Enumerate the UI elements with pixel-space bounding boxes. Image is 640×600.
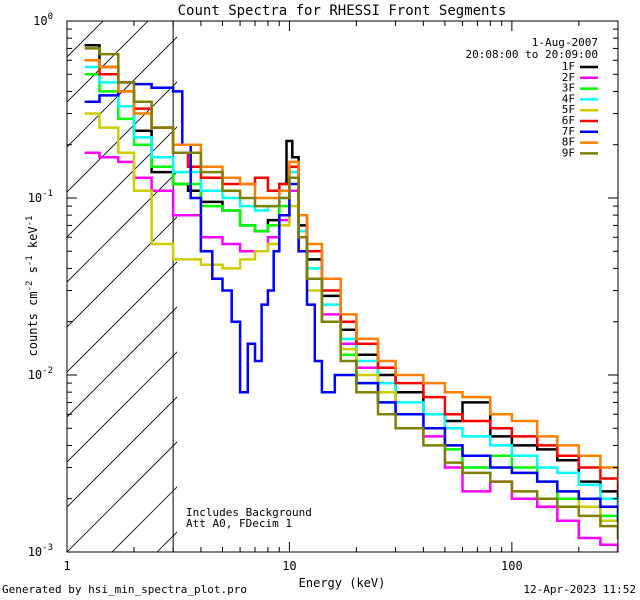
legend-time-range: 20:08:00 to 20:09:00 bbox=[466, 48, 598, 61]
legend-label-4f: 4F bbox=[562, 92, 575, 105]
y-tick-label: 10-3 bbox=[28, 543, 53, 559]
legend-label-2f: 2F bbox=[562, 71, 575, 84]
series-7f bbox=[84, 81, 618, 523]
annotation-background: Includes Background bbox=[186, 506, 312, 519]
x-axis-label: Energy (keV) bbox=[299, 576, 386, 590]
series-8f bbox=[84, 59, 618, 483]
plot-frame bbox=[66, 20, 619, 553]
chart-title: Count Spectra for RHESSI Front Segments bbox=[178, 3, 507, 19]
annotation-attenuator: Att A0, FDecim 1 bbox=[186, 517, 292, 530]
legend-label-1f: 1F bbox=[562, 60, 575, 73]
x-tick-label: 100 bbox=[501, 559, 523, 573]
x-tick-label: 10 bbox=[282, 559, 296, 573]
legend-label-5f: 5F bbox=[562, 103, 575, 116]
legend-label-8f: 8F bbox=[562, 136, 575, 149]
series-3f bbox=[84, 73, 618, 528]
footer-generator: Generated by hsi_min_spectra_plot.pro bbox=[2, 583, 248, 596]
series-2f bbox=[84, 151, 618, 552]
series-5f bbox=[84, 112, 618, 540]
legend-label-7f: 7F bbox=[562, 125, 575, 138]
legend-date: 1-Aug-2007 bbox=[532, 36, 598, 49]
series-9f bbox=[84, 47, 618, 540]
legend-label-6f: 6F bbox=[562, 114, 575, 127]
series-4f bbox=[84, 65, 618, 509]
legend: 1-Aug-2007 20:08:00 to 20:09:00 1F2F3F4F… bbox=[466, 36, 598, 159]
y-tick-label: 10-2 bbox=[28, 366, 53, 382]
y-axis-label: counts cm-2 s-1 keV-1 bbox=[25, 216, 40, 357]
series-6f bbox=[84, 59, 618, 493]
y-tick-label: 10-1 bbox=[28, 189, 53, 205]
x-tick-label: 1 bbox=[63, 559, 70, 573]
legend-label-3f: 3F bbox=[562, 82, 575, 95]
legend-label-9f: 9F bbox=[562, 146, 575, 159]
y-tick-label: 100 bbox=[33, 12, 53, 28]
footer-timestamp: 12-Apr-2023 11:52 bbox=[523, 583, 636, 596]
excluded-energy-hatch bbox=[67, 21, 177, 552]
